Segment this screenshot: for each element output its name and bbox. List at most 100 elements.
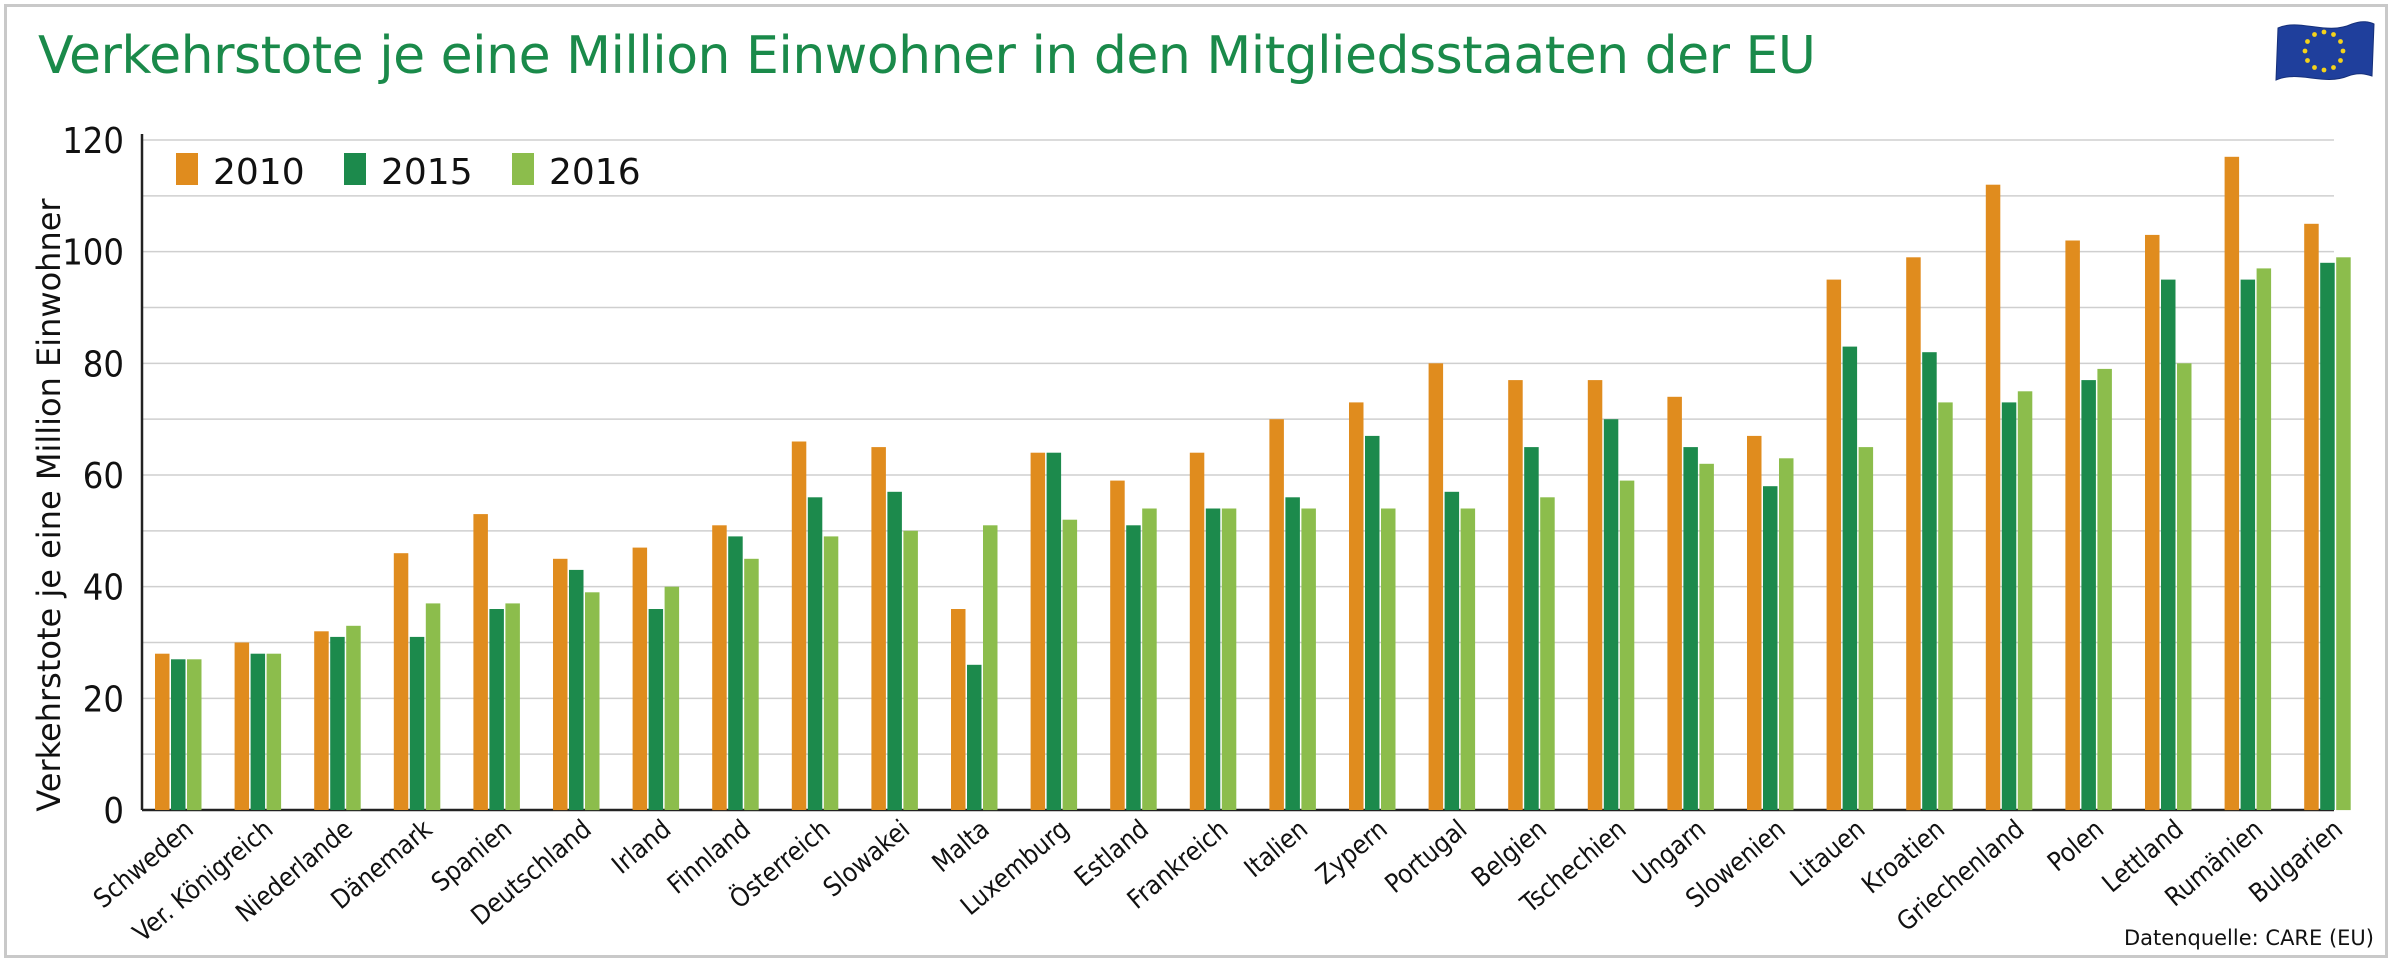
bar-2015	[967, 664, 982, 810]
bar-2015	[807, 497, 823, 810]
bar-2010	[2065, 240, 2080, 810]
bar-2010	[1587, 380, 1603, 810]
bar-2015	[1285, 497, 1300, 810]
bar-2016	[664, 586, 680, 810]
bar-2015	[2320, 262, 2335, 810]
bar-2015	[2001, 402, 2017, 810]
bar-2010	[2145, 234, 2160, 810]
bar-2016	[1540, 497, 1555, 810]
bar-2016	[1301, 508, 1316, 810]
bar-2010	[632, 547, 648, 810]
x-tick-label: Litauen	[1785, 814, 1871, 893]
bar-2010	[393, 553, 409, 810]
bar-2016	[1699, 463, 1714, 810]
bar-2015	[1683, 447, 1698, 810]
legend-swatch-2015	[344, 153, 366, 185]
chart-title: Verkehrstote je eine Million Einwohner i…	[38, 26, 1816, 86]
bar-2015	[1922, 352, 1937, 810]
bar-2010	[1747, 435, 1762, 810]
bar-2016	[1142, 508, 1157, 810]
bar-2015	[648, 609, 664, 810]
bar-2016	[2177, 363, 2192, 810]
bar-2016	[2256, 268, 2272, 810]
x-tick-label: Italien	[1239, 814, 1314, 884]
bar-2010	[1030, 452, 1046, 810]
bar-2016	[2097, 368, 2112, 810]
bar-2016	[744, 558, 759, 811]
y-tick-label: 20	[83, 679, 124, 720]
x-tick-label: Polen	[2042, 814, 2110, 878]
bar-2016	[505, 603, 520, 810]
y-tick-label: 100	[62, 233, 124, 274]
bar-2010	[1985, 184, 2001, 810]
bar-2015	[1842, 346, 1858, 810]
bar-2015	[1126, 525, 1141, 811]
bar-2010	[1269, 419, 1284, 810]
bar-2010	[791, 441, 807, 810]
bar-2010	[1189, 452, 1205, 810]
bar-2010	[1428, 363, 1444, 810]
bar-2010	[712, 525, 727, 811]
bar-2015	[2240, 279, 2256, 811]
y-axis-label: Verkehrstote je eine Million Einwohner	[30, 198, 68, 812]
bar-2015	[409, 636, 425, 810]
bar-2016	[346, 625, 361, 811]
bar-2016	[1619, 480, 1635, 810]
bar-2016	[983, 525, 998, 811]
bar-2015	[1524, 447, 1539, 810]
legend-label-2016: 2016	[549, 152, 641, 193]
bar-2016	[187, 659, 202, 811]
bar-2010	[2304, 223, 2319, 811]
bar-2015	[1763, 486, 1778, 810]
x-tick-label: Malta	[927, 814, 996, 878]
y-tick-label: 40	[83, 568, 124, 609]
bar-2016	[1062, 519, 1078, 810]
bar-2010	[155, 653, 170, 810]
bar-2016	[1858, 447, 1874, 810]
bar-2016	[1381, 508, 1396, 810]
bar-2010	[1826, 279, 1842, 811]
bar-2016	[903, 530, 918, 810]
bar-2016	[1221, 508, 1237, 810]
bar-2010	[234, 642, 250, 810]
bar-2016	[2336, 257, 2351, 811]
bar-2010	[1906, 257, 1921, 811]
bar-2015	[2161, 279, 2176, 811]
bar-2010	[1349, 402, 1364, 810]
bar-2016	[425, 603, 441, 810]
bar-2015	[728, 536, 743, 810]
bar-2016	[1938, 402, 1953, 810]
x-tick-label: Slowakei	[818, 814, 916, 903]
bar-2015	[1444, 491, 1460, 811]
x-tick-label: Portugal	[1380, 814, 1473, 899]
x-tick-label: Irland	[606, 814, 677, 880]
bar-2015	[250, 653, 266, 810]
eu-flag-icon	[2275, 21, 2375, 81]
bar-2015	[887, 491, 902, 811]
bar-2010	[1110, 480, 1125, 810]
y-tick-label: 120	[62, 121, 124, 162]
data-source-note: Datenquelle: CARE (EU)	[2124, 926, 2374, 950]
bar-2015	[569, 569, 584, 810]
bar-2010	[951, 609, 966, 810]
bar-2010	[2224, 156, 2240, 811]
bar-2016	[585, 592, 600, 811]
legend-label-2015: 2015	[381, 152, 473, 193]
bar-2016	[1779, 458, 1794, 811]
x-tick-label: Ver. Königreich	[128, 814, 280, 948]
bar-2016	[266, 653, 282, 810]
bar-2010	[473, 514, 488, 810]
bar-2010	[553, 558, 568, 811]
bar-2015	[330, 636, 345, 810]
y-tick-label: 80	[83, 344, 124, 385]
bar-2015	[1365, 435, 1380, 810]
y-tick-label: 0	[103, 791, 124, 832]
y-tick-label: 60	[83, 456, 124, 497]
bar-2016	[1460, 508, 1476, 810]
bar-2015	[489, 609, 504, 810]
bar-2010	[1508, 380, 1523, 810]
bar-2016	[823, 536, 839, 810]
bar-2015	[1046, 452, 1062, 810]
bar-2010	[1667, 396, 1682, 810]
